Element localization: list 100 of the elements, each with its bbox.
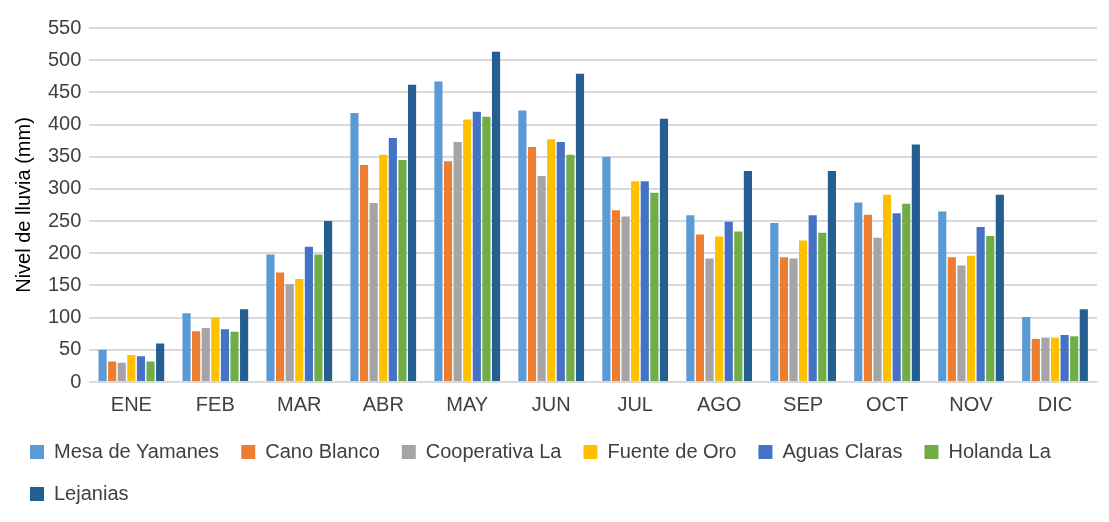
legend-label: Lejanias	[54, 481, 129, 504]
legend-label: Cano Blanco	[265, 439, 380, 462]
bar	[388, 138, 397, 381]
legend-label: Aguas Claras	[782, 439, 903, 462]
bar	[724, 221, 733, 381]
bar	[770, 223, 779, 381]
bar	[705, 258, 714, 381]
bar	[398, 159, 407, 381]
bar	[266, 254, 275, 381]
x-tick-label: MAR	[277, 392, 322, 415]
bar	[743, 170, 753, 381]
bar	[146, 361, 155, 381]
y-tick-label: 450	[47, 79, 82, 102]
bar	[182, 313, 191, 381]
bar	[108, 361, 117, 381]
bar	[1041, 337, 1050, 381]
bar	[276, 272, 285, 381]
bar	[491, 51, 501, 381]
bar	[547, 139, 556, 381]
bar	[695, 234, 705, 381]
legend-label: Fuente de Oro	[607, 439, 737, 462]
bar	[957, 265, 966, 381]
x-tick-label: OCT	[865, 392, 909, 415]
y-tick-label: 400	[47, 112, 82, 135]
bar	[621, 216, 630, 381]
bar	[863, 214, 872, 381]
bar	[369, 203, 378, 381]
bar	[779, 257, 788, 381]
bar	[314, 254, 323, 381]
x-tick-label: FEB	[195, 392, 235, 415]
bar	[789, 258, 798, 381]
bar	[295, 279, 304, 381]
y-tick-label: 200	[47, 240, 82, 263]
bar	[472, 111, 481, 381]
bar	[715, 236, 724, 381]
bar	[1022, 316, 1031, 381]
bar	[611, 210, 621, 381]
bar	[995, 194, 1004, 381]
bar	[575, 73, 585, 381]
y-tick-label: 50	[59, 337, 82, 360]
bar	[98, 349, 107, 381]
bar	[240, 309, 249, 381]
bar	[324, 221, 333, 381]
bar	[640, 181, 649, 381]
legend-label: Cooperativa La	[425, 439, 563, 462]
x-tick-label: MAY	[446, 392, 489, 415]
y-tick-label: 300	[47, 176, 82, 199]
bar	[220, 329, 229, 381]
bar	[659, 118, 669, 381]
bar	[947, 257, 956, 381]
y-tick-label: 0	[70, 369, 82, 392]
bar	[117, 362, 126, 381]
bar	[359, 165, 369, 381]
bar	[211, 317, 220, 381]
bar	[518, 110, 527, 381]
bar	[1070, 336, 1079, 381]
legend-label: Mesa de Yamanes	[54, 439, 219, 462]
bar	[818, 232, 827, 381]
bar	[808, 215, 817, 381]
x-tick-label: NOV	[949, 392, 994, 415]
bar	[892, 213, 901, 381]
x-tick-label: ENE	[110, 392, 152, 415]
y-tick-label: 250	[47, 208, 82, 231]
bar	[192, 331, 201, 381]
bar	[873, 237, 882, 381]
bar	[556, 141, 565, 381]
y-tick-label: 350	[47, 144, 82, 167]
bar	[966, 255, 976, 381]
y-tick-label: 550	[47, 15, 82, 38]
x-tick-label: ABR	[362, 392, 404, 415]
x-tick-label: DIC	[1037, 392, 1073, 415]
bar	[1031, 338, 1040, 381]
bar	[443, 161, 453, 381]
bar	[902, 203, 911, 381]
x-tick-label: JUL	[617, 392, 653, 415]
y-tick-label: 500	[47, 47, 82, 70]
bar	[1060, 335, 1069, 381]
bar	[482, 116, 491, 381]
bar	[631, 181, 640, 381]
bar	[201, 327, 210, 381]
bar	[230, 331, 239, 381]
bar	[686, 215, 695, 381]
bar	[379, 154, 388, 381]
bar	[976, 226, 985, 381]
bar	[883, 194, 892, 381]
bar	[734, 231, 743, 381]
bar	[986, 235, 995, 381]
y-axis-title: Nivel de lluvia (mm)	[11, 117, 34, 293]
x-tick-label: SEP	[783, 392, 824, 415]
x-tick-label: JUN	[531, 392, 571, 415]
bar	[463, 119, 472, 381]
bar	[527, 147, 537, 381]
bar	[827, 170, 836, 381]
bar	[434, 81, 443, 381]
bar	[350, 112, 359, 381]
bar	[407, 84, 417, 381]
y-tick-label: 150	[47, 272, 82, 295]
bar	[650, 192, 659, 381]
bar	[602, 156, 611, 381]
bar	[799, 240, 808, 381]
